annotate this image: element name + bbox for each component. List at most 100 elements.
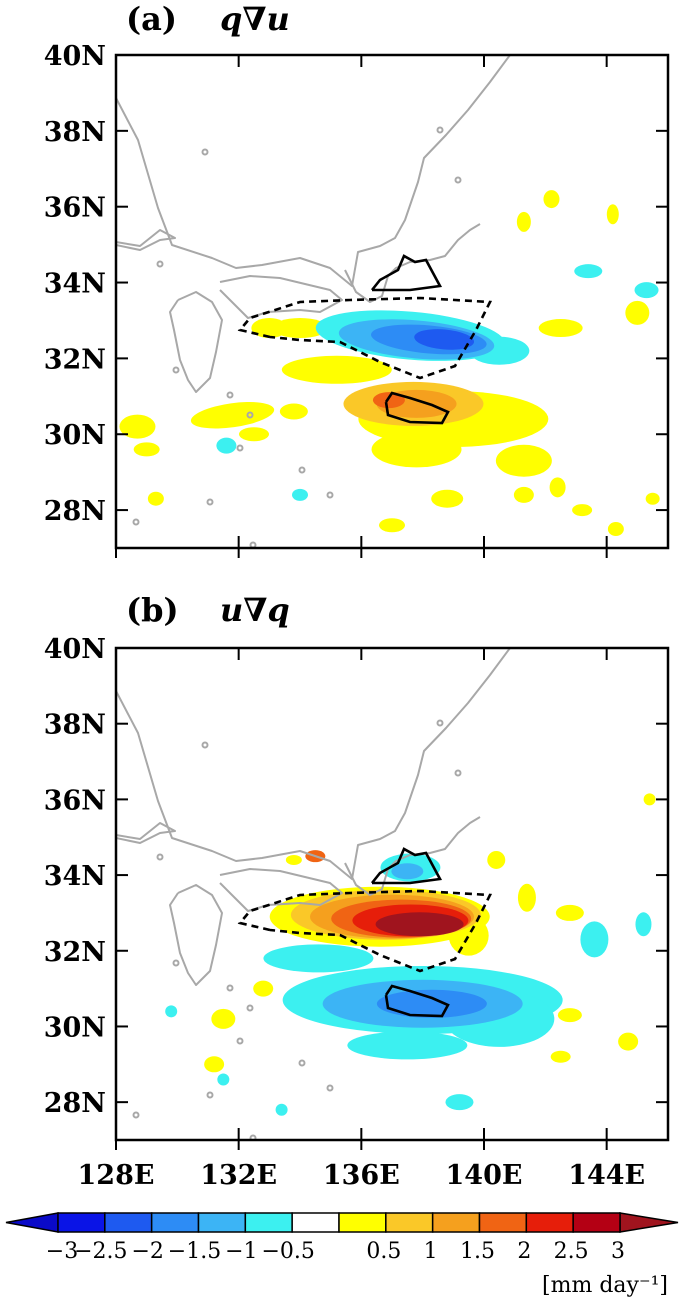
speck — [625, 300, 650, 325]
colorbar-swatch — [478, 1212, 528, 1233]
speck — [487, 850, 506, 869]
colorbar-swatch — [104, 1212, 153, 1233]
island — [236, 444, 244, 452]
ytick-label: 40N — [44, 41, 106, 72]
speck — [538, 319, 583, 338]
ytick-label: 36N — [44, 785, 106, 816]
island — [236, 1037, 244, 1045]
ytick-label: 32N — [44, 937, 106, 968]
panel-label: (a) — [126, 0, 177, 38]
shading — [165, 793, 656, 1116]
island — [132, 518, 140, 526]
speck — [543, 190, 560, 209]
speck — [133, 442, 160, 457]
positive-band — [251, 318, 288, 339]
shading — [119, 190, 660, 537]
colorbar-swatch — [338, 1212, 387, 1233]
island — [326, 491, 334, 499]
speck — [516, 211, 531, 232]
island — [201, 148, 209, 156]
island — [226, 391, 234, 399]
speck — [147, 491, 164, 506]
xtick-label: 140E — [446, 1160, 523, 1191]
colorbar-label: 1 — [424, 1239, 438, 1264]
colorbar-label: 0.5 — [366, 1239, 401, 1264]
colorbar-swatch — [244, 1212, 293, 1233]
colorbar-label: −2 — [131, 1239, 163, 1264]
island — [172, 366, 180, 374]
island — [436, 126, 444, 134]
kyushu-coast — [169, 884, 223, 986]
negative-band — [347, 1031, 468, 1060]
korea-coast — [116, 822, 176, 844]
negative-core — [376, 989, 487, 1018]
colorbar-label: 1.5 — [460, 1239, 495, 1264]
ytick-label: 34N — [44, 269, 106, 300]
island — [206, 498, 214, 506]
island — [132, 1111, 140, 1119]
contours — [237, 254, 493, 425]
colorbar-label: −3 — [46, 1239, 78, 1264]
island — [206, 1091, 214, 1099]
island — [172, 959, 180, 967]
speck — [275, 1103, 288, 1116]
island — [246, 1004, 254, 1012]
solid-contour — [370, 847, 443, 885]
negative-core — [414, 329, 475, 350]
colorbar-left-arrow — [5, 1212, 59, 1233]
speck — [634, 282, 659, 299]
speck — [379, 518, 405, 533]
colorbar-label: 2.5 — [554, 1239, 589, 1264]
ytick-label: 34N — [44, 861, 106, 892]
xtick-label: 128E — [78, 1160, 155, 1191]
speck — [216, 437, 237, 454]
speck — [253, 980, 274, 997]
speck — [165, 1005, 178, 1018]
speck — [635, 912, 652, 937]
solid-contour — [370, 254, 443, 292]
ytick-label: 30N — [44, 1012, 106, 1043]
speck — [204, 1056, 225, 1073]
positive-band — [285, 854, 302, 865]
panel-term: u∇q — [220, 591, 290, 629]
ytick-label: 38N — [44, 710, 106, 741]
ytick-label: 28N — [44, 496, 106, 527]
colorbar-label: 3 — [611, 1239, 625, 1264]
honshu-coast — [116, 648, 511, 880]
speck — [572, 504, 593, 517]
colorbar-unit: [mm day⁻¹] — [542, 1273, 668, 1298]
speck — [557, 1008, 582, 1023]
speck — [239, 427, 269, 442]
colorbar: −3−2.5 −2 −1.5 −1 −0.5 0.5 1 1.5 2 2.5 3 [mm day⁻¹] — [5, 1212, 679, 1298]
xtick-label: 136E — [323, 1160, 400, 1191]
speck — [607, 522, 624, 537]
ytick-label: 32N — [44, 344, 106, 375]
solid-contour — [384, 391, 450, 425]
ytick-label: 36N — [44, 193, 106, 224]
negative-band — [391, 863, 424, 880]
xtick-label: 132E — [200, 1160, 277, 1191]
map-area — [116, 648, 656, 1140]
speck — [574, 264, 603, 279]
positive-band — [281, 355, 392, 384]
colorbar-swatch — [291, 1212, 340, 1233]
speck — [643, 793, 656, 806]
speck — [279, 403, 308, 420]
shikoku-coast — [219, 275, 343, 319]
island — [298, 466, 306, 474]
panel-b: 40N 38N 36N 34N 32N 30N 28N 128E 132E 136E 140E 144… — [44, 591, 670, 1191]
panel-a: 40N 38N 36N 34N 32N 30N 28N (a) q∇u — [44, 0, 670, 558]
speck — [555, 904, 584, 921]
shikoku-coast — [219, 868, 343, 912]
colorbar-label: −1 — [225, 1239, 257, 1264]
speck — [618, 1032, 639, 1051]
kii-coast — [344, 816, 481, 896]
ytick-label: 38N — [44, 117, 106, 148]
positive-band — [272, 318, 328, 339]
island — [156, 260, 164, 268]
colorbar-swatch — [57, 1212, 106, 1233]
panel-term: q∇u — [220, 0, 290, 38]
positive-band — [371, 431, 462, 468]
panel-label: (b) — [126, 591, 179, 629]
